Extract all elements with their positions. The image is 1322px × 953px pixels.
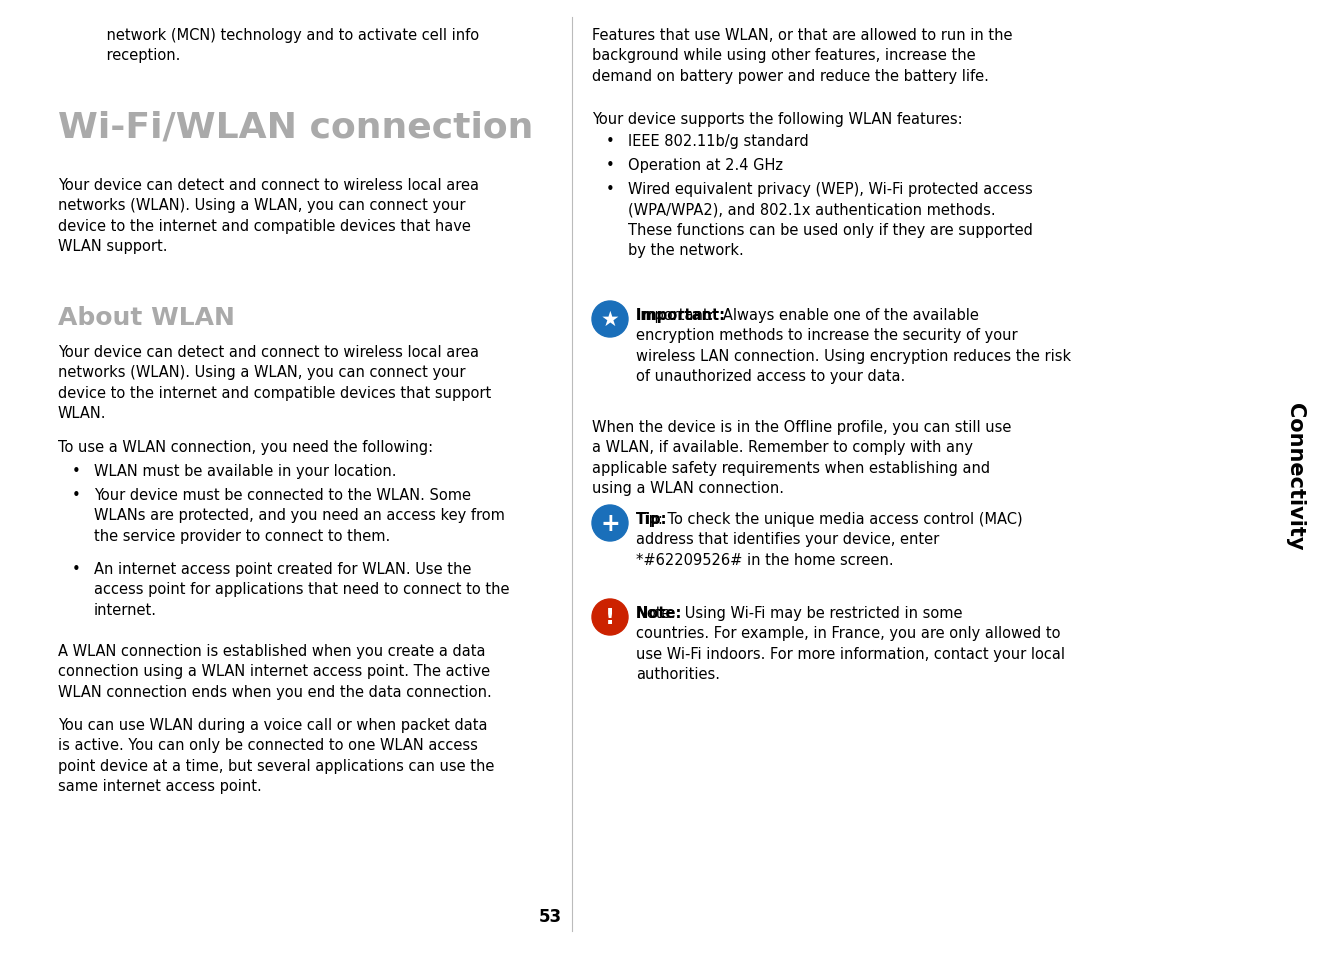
Text: You can use WLAN during a voice call or when packet data
is active. You can only: You can use WLAN during a voice call or …	[58, 718, 494, 793]
Text: An internet access point created for WLAN. Use the
access point for applications: An internet access point created for WLA…	[94, 561, 509, 618]
Text: Connectivity: Connectivity	[1285, 403, 1305, 550]
Text: •: •	[71, 561, 81, 577]
Text: Your device can detect and connect to wireless local area
networks (WLAN). Using: Your device can detect and connect to wi…	[58, 178, 479, 253]
Text: To use a WLAN connection, you need the following:: To use a WLAN connection, you need the f…	[58, 439, 434, 455]
Text: WLAN must be available in your location.: WLAN must be available in your location.	[94, 463, 397, 478]
Text: +: +	[600, 512, 620, 536]
Text: ★: ★	[600, 310, 620, 330]
Text: •: •	[605, 158, 615, 172]
Circle shape	[592, 599, 628, 636]
Text: 53: 53	[539, 907, 562, 925]
Text: •: •	[71, 488, 81, 502]
Text: Your device can detect and connect to wireless local area
networks (WLAN). Using: Your device can detect and connect to wi…	[58, 345, 492, 421]
Text: Your device must be connected to the WLAN. Some
WLANs are protected, and you nee: Your device must be connected to the WLA…	[94, 488, 505, 543]
Text: Note:: Note:	[636, 605, 686, 620]
Text: About WLAN: About WLAN	[58, 306, 235, 330]
Text: When the device is in the Offline profile, you can still use
a WLAN, if availabl: When the device is in the Offline profil…	[592, 419, 1011, 496]
Text: !: !	[605, 607, 615, 627]
Text: Tip: To check the unique media access control (MAC)
address that identifies your: Tip: To check the unique media access co…	[636, 512, 1023, 567]
Text: Note:  Using Wi-Fi may be restricted in some
countries. For example, in France, : Note: Using Wi-Fi may be restricted in s…	[636, 605, 1066, 681]
Text: Wired equivalent privacy (WEP), Wi-Fi protected access
(WPA/WPA2), and 802.1x au: Wired equivalent privacy (WEP), Wi-Fi pr…	[628, 182, 1032, 258]
Text: Features that use WLAN, or that are allowed to run in the
background while using: Features that use WLAN, or that are allo…	[592, 28, 1013, 84]
Text: IEEE 802.11b/g standard: IEEE 802.11b/g standard	[628, 133, 809, 149]
Text: Your device supports the following WLAN features:: Your device supports the following WLAN …	[592, 112, 962, 127]
Text: •: •	[605, 182, 615, 196]
Bar	[1268, 0, 1322, 953]
Text: Important:: Important:	[636, 308, 730, 323]
Text: Operation at 2.4 GHz: Operation at 2.4 GHz	[628, 158, 783, 172]
Text: Tip:: Tip:	[636, 512, 668, 526]
Text: •: •	[71, 463, 81, 478]
Circle shape	[592, 505, 628, 541]
Text: Important:  Always enable one of the available
encryption methods to increase th: Important: Always enable one of the avai…	[636, 308, 1071, 384]
Text: Wi-Fi/WLAN connection: Wi-Fi/WLAN connection	[58, 110, 533, 144]
Text: network (MCN) technology and to activate cell info
    reception.: network (MCN) technology and to activate…	[89, 28, 479, 63]
Text: •: •	[605, 133, 615, 149]
Circle shape	[592, 302, 628, 337]
Text: A WLAN connection is established when you create a data
connection using a WLAN : A WLAN connection is established when yo…	[58, 643, 492, 700]
